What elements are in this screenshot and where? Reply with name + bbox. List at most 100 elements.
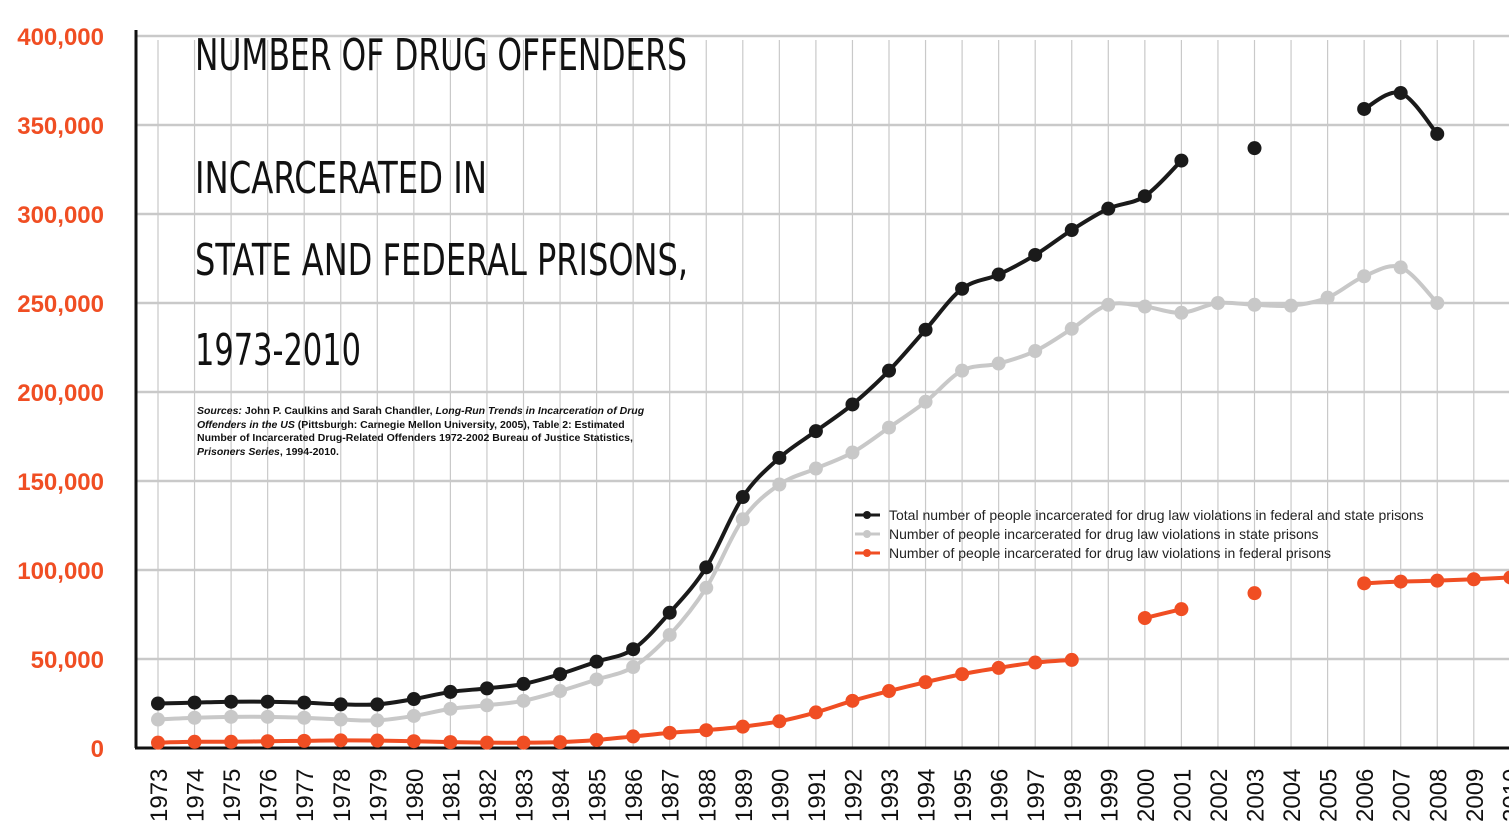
data-point bbox=[1210, 296, 1225, 310]
data-point bbox=[1393, 85, 1408, 100]
data-point bbox=[224, 694, 239, 709]
sources-text-1: John P. Caulkins and Sarah Chandler, bbox=[241, 405, 436, 417]
data-point bbox=[1028, 344, 1043, 359]
title-line-4: 1973-2010 bbox=[195, 325, 361, 376]
title-line-3: STATE AND FEDERAL PRISONS, bbox=[195, 235, 688, 286]
data-point bbox=[1503, 570, 1509, 585]
data-point bbox=[955, 667, 970, 682]
data-point bbox=[735, 719, 750, 734]
data-point bbox=[1430, 296, 1445, 310]
legend-swatch-dot bbox=[863, 549, 871, 557]
x-tick-label: 1981 bbox=[438, 769, 465, 822]
x-tick-label: 1985 bbox=[585, 769, 612, 822]
x-tick-label: 1974 bbox=[183, 769, 210, 822]
data-point bbox=[1320, 290, 1335, 305]
x-tick-label: 1983 bbox=[512, 769, 539, 822]
title-line-1: NUMBER OF DRUG OFFENDERS bbox=[195, 30, 687, 81]
data-point bbox=[1466, 572, 1481, 587]
data-point bbox=[479, 681, 494, 696]
data-point bbox=[370, 713, 385, 728]
data-point bbox=[662, 725, 677, 740]
x-tick-label: 1980 bbox=[402, 769, 429, 822]
x-tick-label: 1989 bbox=[731, 769, 758, 822]
data-point bbox=[151, 735, 165, 750]
data-point bbox=[808, 461, 823, 476]
data-point bbox=[333, 697, 348, 712]
x-tick-label: 2006 bbox=[1352, 769, 1379, 822]
x-tick-label: 2005 bbox=[1316, 769, 1343, 822]
x-axis-tick-labels: 1973 1974 1975 1976 1977 1978 1979 1980 1981 1982… bbox=[146, 769, 1509, 822]
data-point bbox=[589, 732, 604, 747]
sources-note: Sources: John P. Caulkins and Sarah Chan… bbox=[197, 405, 657, 459]
x-tick-label: 2000 bbox=[1133, 769, 1160, 822]
x-tick-label: 1996 bbox=[987, 769, 1014, 822]
data-point bbox=[333, 733, 348, 748]
data-point bbox=[1247, 141, 1262, 156]
x-tick-label: 2004 bbox=[1279, 769, 1306, 822]
data-point bbox=[297, 710, 312, 725]
data-point bbox=[1247, 297, 1262, 312]
data-point bbox=[224, 734, 239, 749]
x-tick-label: 1991 bbox=[804, 769, 831, 822]
data-point bbox=[516, 676, 531, 691]
x-tick-label: 1973 bbox=[146, 769, 173, 822]
x-tick-label: 1982 bbox=[475, 769, 502, 822]
data-point bbox=[808, 424, 823, 439]
x-tick-label: 1993 bbox=[877, 769, 904, 822]
gridlines bbox=[135, 34, 1509, 748]
data-point bbox=[626, 642, 641, 657]
legend-label: Number of people incarcerated for drug l… bbox=[889, 545, 1331, 561]
data-point bbox=[918, 394, 933, 409]
data-point bbox=[260, 694, 275, 709]
x-tick-label: 1992 bbox=[840, 769, 867, 822]
x-tick-label: 1990 bbox=[767, 769, 794, 822]
chart-title: NUMBER OF DRUG OFFENDERS INCARCERATED IN… bbox=[195, 30, 688, 376]
data-point bbox=[1028, 655, 1043, 670]
data-point bbox=[772, 477, 787, 492]
data-point bbox=[1174, 153, 1189, 168]
x-tick-label: 1978 bbox=[329, 769, 356, 822]
data-point bbox=[151, 712, 165, 727]
data-point bbox=[1101, 297, 1116, 312]
legend-label: Total number of people incarcerated for … bbox=[889, 507, 1424, 523]
y-tick-label: 0 bbox=[91, 736, 104, 763]
legend-label: Number of people incarcerated for drug l… bbox=[889, 526, 1319, 542]
x-tick-label: 2010 bbox=[1498, 769, 1509, 822]
series-lines bbox=[151, 85, 1509, 750]
data-point bbox=[443, 684, 458, 699]
data-point bbox=[479, 698, 494, 713]
data-point bbox=[699, 560, 714, 575]
y-tick-label: 150,000 bbox=[17, 469, 104, 496]
data-point bbox=[699, 580, 714, 595]
data-point bbox=[589, 672, 604, 687]
data-point bbox=[370, 697, 385, 712]
data-point bbox=[516, 693, 531, 708]
data-point bbox=[955, 363, 970, 378]
data-point bbox=[1247, 586, 1262, 601]
data-point bbox=[1357, 269, 1372, 284]
x-tick-label: 2009 bbox=[1462, 769, 1489, 822]
data-point bbox=[662, 627, 677, 642]
legend: Total number of people incarcerated for … bbox=[855, 507, 1424, 561]
data-point bbox=[882, 684, 896, 699]
data-point bbox=[1393, 574, 1408, 589]
sources-text-2: (Pittsburgh: Carnegie Mellon University,… bbox=[197, 418, 633, 445]
data-point bbox=[443, 701, 458, 716]
data-point bbox=[882, 420, 896, 435]
x-tick-label: 2002 bbox=[1206, 769, 1233, 822]
data-point bbox=[516, 735, 531, 750]
data-point bbox=[845, 445, 860, 460]
x-tick-label: 1975 bbox=[219, 769, 246, 822]
x-tick-label: 2001 bbox=[1169, 769, 1196, 822]
data-point bbox=[443, 735, 458, 750]
data-point bbox=[224, 709, 239, 724]
data-point bbox=[1393, 260, 1408, 275]
sources-title-1: Long-Run Trends in Incarceration of Drug… bbox=[197, 405, 645, 431]
data-point bbox=[772, 714, 787, 729]
x-tick-label: 1986 bbox=[621, 769, 648, 822]
data-point bbox=[553, 735, 568, 750]
data-point bbox=[1064, 321, 1079, 336]
y-tick-label: 350,000 bbox=[17, 113, 104, 140]
x-tick-label: 1976 bbox=[256, 769, 283, 822]
